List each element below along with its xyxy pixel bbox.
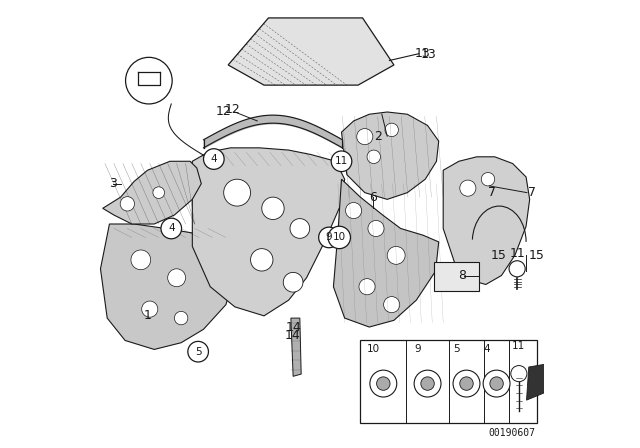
Circle shape <box>356 129 373 145</box>
Circle shape <box>188 341 209 362</box>
Text: 2: 2 <box>374 130 382 143</box>
Circle shape <box>251 249 273 271</box>
Bar <box>360 340 538 423</box>
Text: 6: 6 <box>369 190 377 204</box>
Text: 8: 8 <box>458 269 467 282</box>
Circle shape <box>168 269 186 287</box>
Circle shape <box>370 370 397 397</box>
Circle shape <box>319 227 339 248</box>
Text: 10: 10 <box>333 233 346 242</box>
Circle shape <box>481 172 495 186</box>
Text: 13: 13 <box>421 48 436 61</box>
Text: 10: 10 <box>367 344 380 354</box>
Text: 14: 14 <box>285 320 301 334</box>
Text: 14: 14 <box>284 329 300 342</box>
Bar <box>435 262 479 291</box>
Circle shape <box>509 261 525 277</box>
Text: 8: 8 <box>458 270 466 283</box>
Circle shape <box>490 377 503 390</box>
Circle shape <box>483 370 510 397</box>
Circle shape <box>131 250 150 270</box>
Text: 5: 5 <box>453 344 460 354</box>
Polygon shape <box>100 224 235 349</box>
Polygon shape <box>102 161 201 224</box>
Circle shape <box>174 311 188 325</box>
Circle shape <box>125 57 172 104</box>
Text: 7: 7 <box>488 186 497 199</box>
Text: 4: 4 <box>483 344 490 354</box>
Text: 4: 4 <box>168 224 175 233</box>
Circle shape <box>284 272 303 292</box>
Polygon shape <box>527 364 548 400</box>
Text: 15: 15 <box>528 249 544 262</box>
Circle shape <box>332 151 352 172</box>
Circle shape <box>120 197 134 211</box>
Polygon shape <box>342 112 439 199</box>
Polygon shape <box>291 318 301 376</box>
Text: 9: 9 <box>326 233 332 242</box>
Circle shape <box>141 301 158 317</box>
Text: 12: 12 <box>216 104 232 118</box>
Circle shape <box>368 220 384 237</box>
Circle shape <box>383 297 400 313</box>
Polygon shape <box>333 179 439 327</box>
Circle shape <box>161 218 182 239</box>
Circle shape <box>460 180 476 196</box>
Circle shape <box>414 370 441 397</box>
Circle shape <box>385 123 398 137</box>
Circle shape <box>376 377 390 390</box>
Circle shape <box>421 377 435 390</box>
Circle shape <box>367 150 380 164</box>
Text: 11: 11 <box>509 247 525 260</box>
Text: 11: 11 <box>335 156 348 166</box>
Text: 13: 13 <box>415 47 431 60</box>
Circle shape <box>328 226 351 249</box>
Text: 7: 7 <box>528 185 536 199</box>
Text: 00190607: 00190607 <box>488 428 535 438</box>
Text: 9: 9 <box>414 344 421 354</box>
Circle shape <box>453 370 480 397</box>
Text: 15: 15 <box>490 249 506 262</box>
Text: 11: 11 <box>512 341 525 351</box>
Circle shape <box>204 149 224 169</box>
Circle shape <box>290 219 310 238</box>
Circle shape <box>153 187 164 198</box>
Polygon shape <box>443 157 530 284</box>
Circle shape <box>387 246 405 264</box>
Circle shape <box>511 366 527 382</box>
Text: 4: 4 <box>211 154 217 164</box>
Circle shape <box>224 179 250 206</box>
Text: 12: 12 <box>225 103 241 116</box>
Polygon shape <box>192 148 344 316</box>
Circle shape <box>460 377 473 390</box>
Circle shape <box>262 197 284 220</box>
Circle shape <box>346 202 362 219</box>
Polygon shape <box>228 18 394 85</box>
Text: 3: 3 <box>109 177 117 190</box>
Text: 1: 1 <box>143 309 152 323</box>
Circle shape <box>359 279 375 295</box>
Text: 5: 5 <box>195 347 202 357</box>
